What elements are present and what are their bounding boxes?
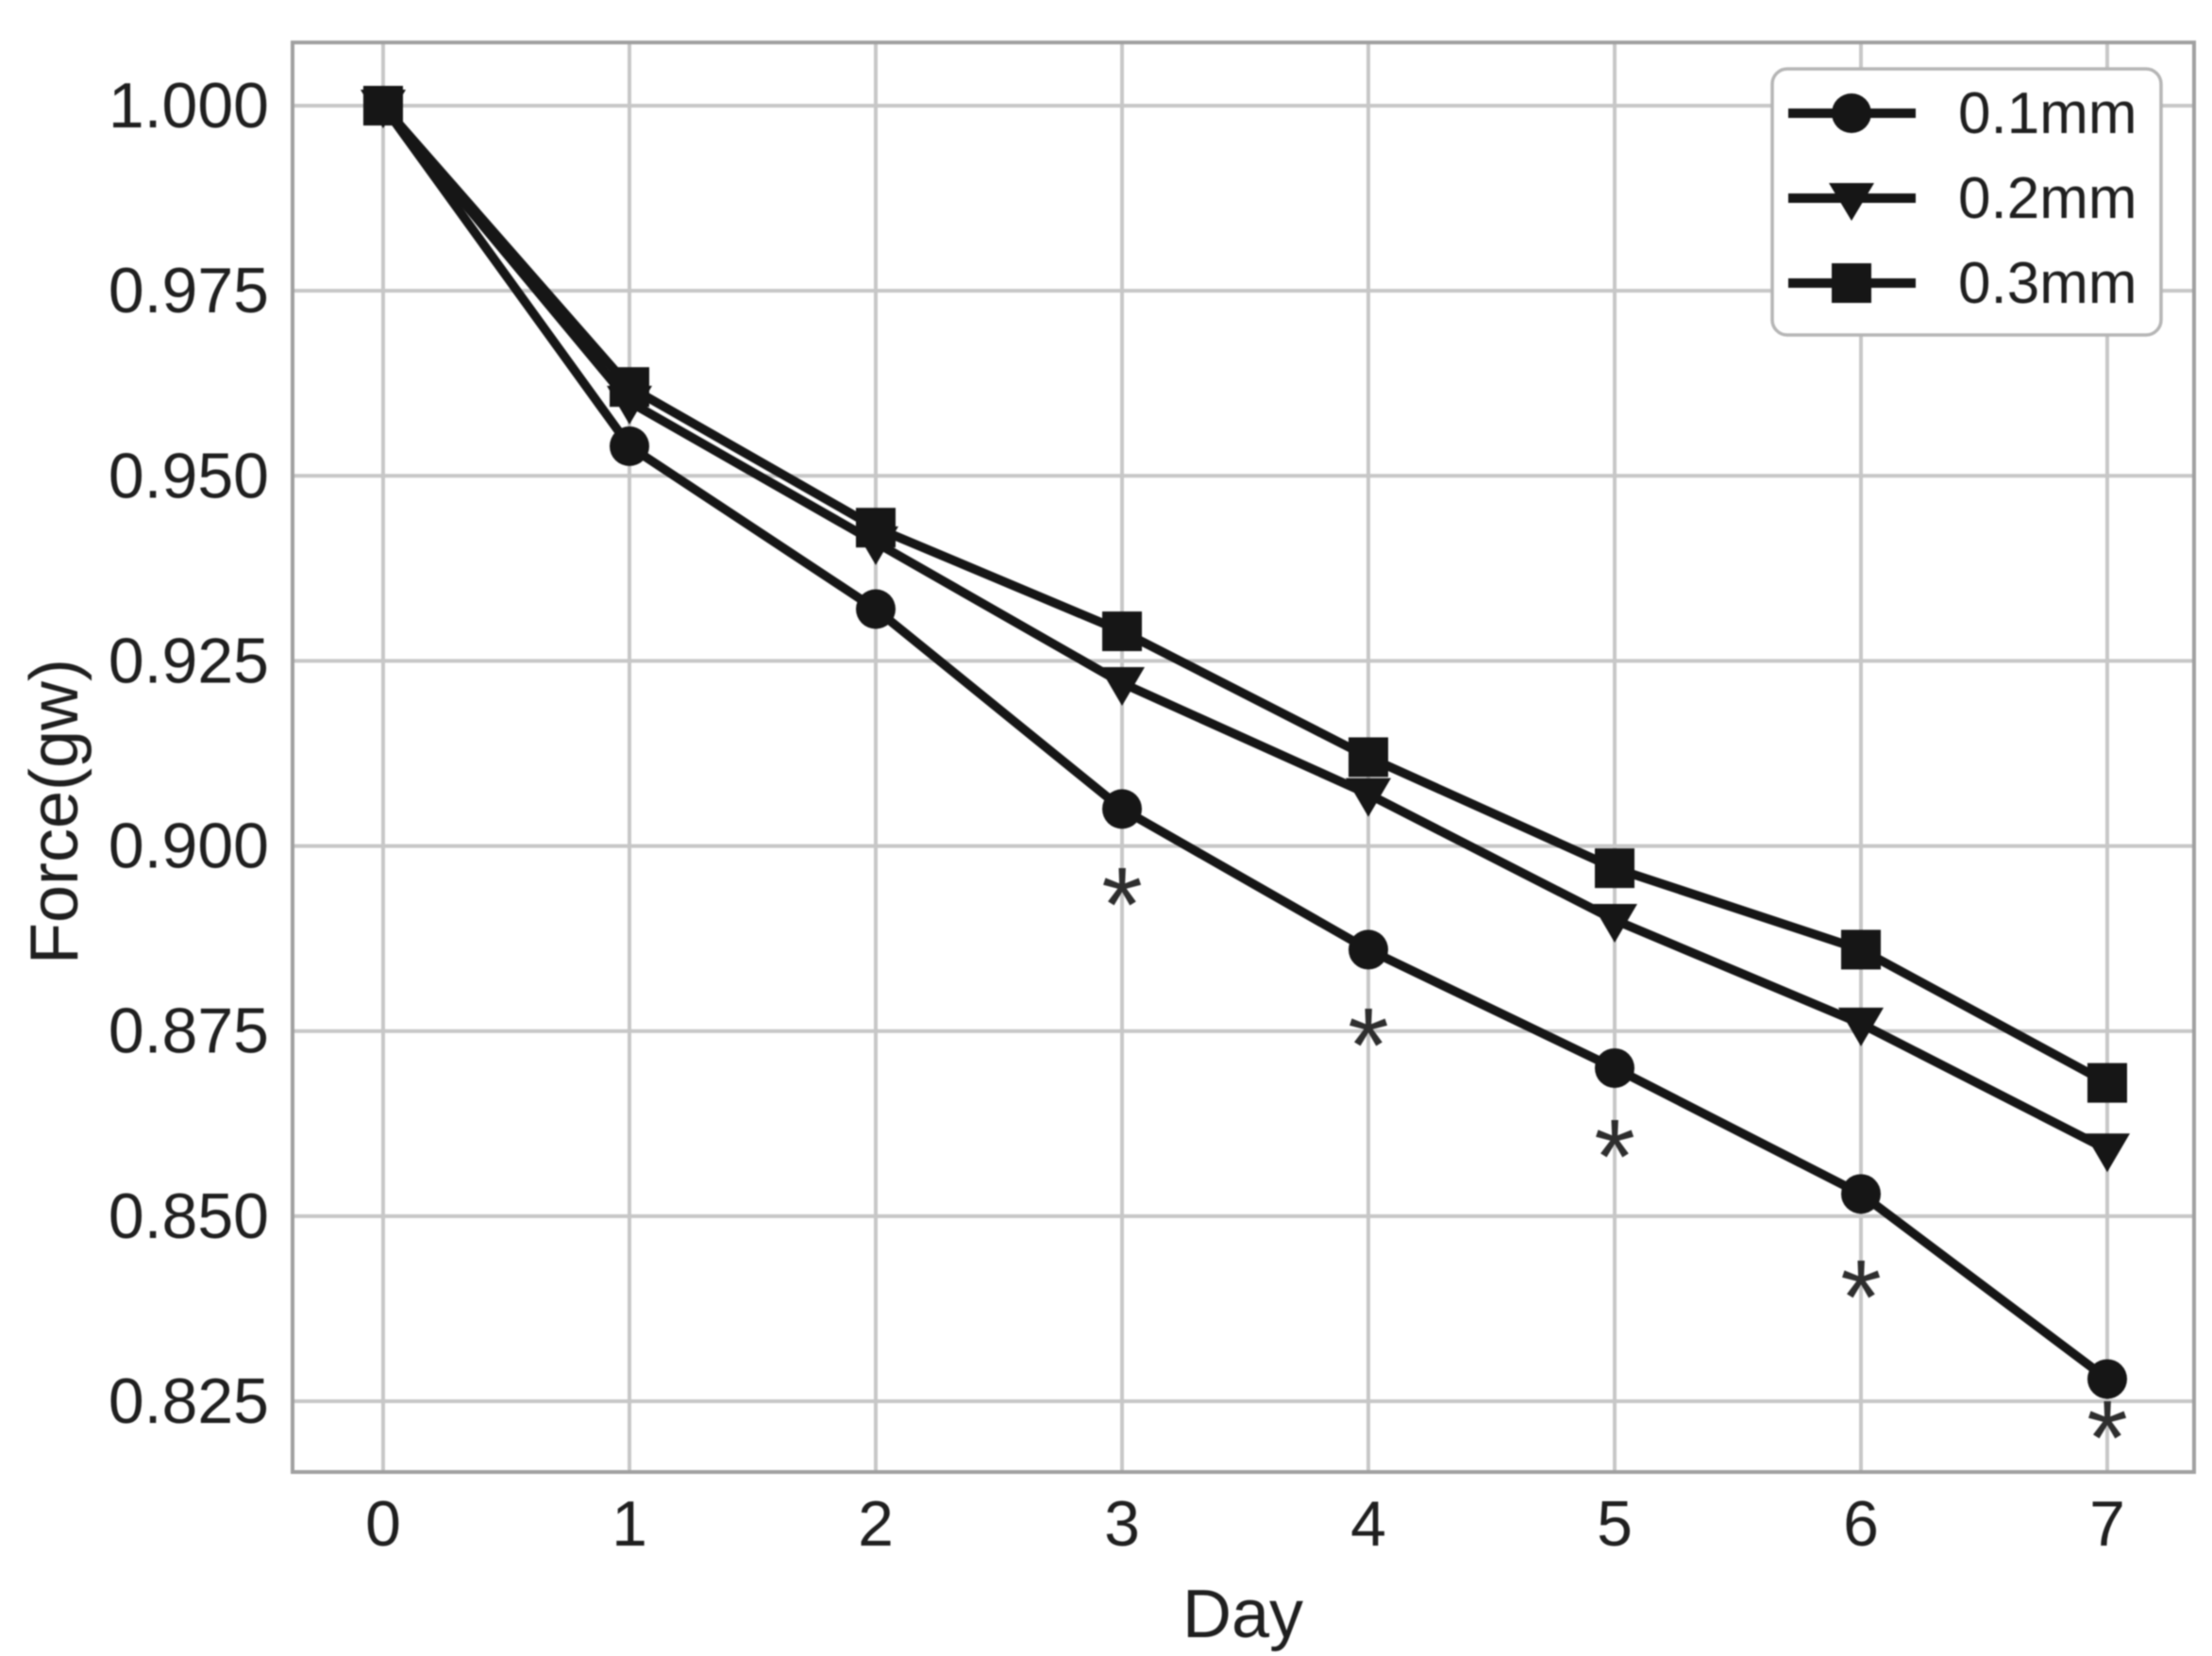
circle-marker-icon <box>1841 1174 1881 1214</box>
series-line-0.3mm <box>379 102 2110 1087</box>
square-marker-icon <box>1595 848 1634 889</box>
triangle-down-marker-icon <box>1099 666 1145 706</box>
circle-marker-icon <box>2087 1359 2127 1399</box>
y-tick-label: 0.950 <box>109 440 269 511</box>
y-tick-label: 0.850 <box>109 1180 269 1252</box>
series-line-0.1mm <box>379 103 2110 1383</box>
square-marker-icon <box>1102 611 1142 652</box>
legend: 0.1mm 0.2mm 0.3mm <box>1770 67 2163 337</box>
legend-label: 0.1mm <box>1958 81 2137 146</box>
x-axis-title: Day <box>1182 1577 1303 1652</box>
square-marker-icon <box>1349 737 1388 778</box>
series-0.3mm <box>363 86 2127 1103</box>
x-tick-label: 3 <box>1104 1488 1140 1560</box>
y-tick-label: 0.875 <box>109 995 269 1067</box>
triangle-down-marker-icon <box>1838 1007 1884 1046</box>
series-layer <box>360 86 2130 1399</box>
legend-item-0.2mm: 0.2mm <box>1788 166 2137 231</box>
triangle-down-marker-icon <box>2085 1133 2130 1173</box>
series-0.1mm <box>363 86 2127 1399</box>
x-ticks-layer: 0 1 2 3 4 5 6 7 <box>365 1488 2125 1560</box>
y-tick-label: 0.975 <box>109 255 269 326</box>
square-marker-icon <box>1841 929 1881 970</box>
legend-label: 0.2mm <box>1958 166 2137 231</box>
triangle-down-marker-icon <box>1346 778 1391 817</box>
significance-asterisk: * <box>1840 1238 1882 1356</box>
x-tick-label: 5 <box>1597 1488 1633 1560</box>
circle-marker-icon <box>1102 789 1142 829</box>
y-tick-label: 1.000 <box>109 70 269 142</box>
significance-asterisk: * <box>1594 1097 1635 1215</box>
y-ticks-layer: 1.000 0.975 0.950 0.925 0.900 0.875 0.850 0.825 <box>109 70 269 1437</box>
significance-asterisk: * <box>2086 1380 2128 1497</box>
square-marker-icon <box>1832 263 1871 303</box>
y-axis-title: Force(gw) <box>17 659 92 964</box>
square-marker-icon <box>2087 1062 2127 1103</box>
x-tick-label: 4 <box>1350 1488 1386 1560</box>
square-marker-icon <box>363 86 403 125</box>
y-tick-label: 0.900 <box>109 811 269 882</box>
significance-asterisk: * <box>1348 987 1389 1105</box>
circle-marker-icon <box>856 589 896 629</box>
square-marker-icon <box>610 367 649 408</box>
x-tick-label: 2 <box>858 1488 894 1560</box>
y-tick-label: 0.925 <box>109 625 269 696</box>
circle-marker-icon <box>1595 1047 1634 1088</box>
x-tick-label: 0 <box>365 1488 401 1560</box>
series-line-0.2mm <box>379 102 2110 1154</box>
circle-marker-icon <box>610 426 649 466</box>
y-tick-label: 0.825 <box>109 1365 269 1437</box>
x-tick-label: 7 <box>2089 1488 2125 1560</box>
square-marker-icon <box>856 508 896 548</box>
significance-asterisk: * <box>1101 846 1143 964</box>
triangle-down-marker-icon <box>1829 183 1874 221</box>
x-tick-label: 6 <box>1843 1488 1879 1560</box>
annotations-layer: * * * * * <box>1101 846 2128 1497</box>
plot-border <box>291 41 2196 1474</box>
circle-marker-icon <box>1832 93 1871 133</box>
x-tick-label: 1 <box>612 1488 647 1560</box>
circle-marker-icon <box>1349 929 1388 970</box>
legend-item-0.1mm: 0.1mm <box>1788 81 2137 146</box>
legend-item-0.3mm: 0.3mm <box>1788 251 2137 316</box>
legend-label: 0.3mm <box>1958 251 2137 316</box>
triangle-down-marker-icon <box>1592 904 1637 944</box>
